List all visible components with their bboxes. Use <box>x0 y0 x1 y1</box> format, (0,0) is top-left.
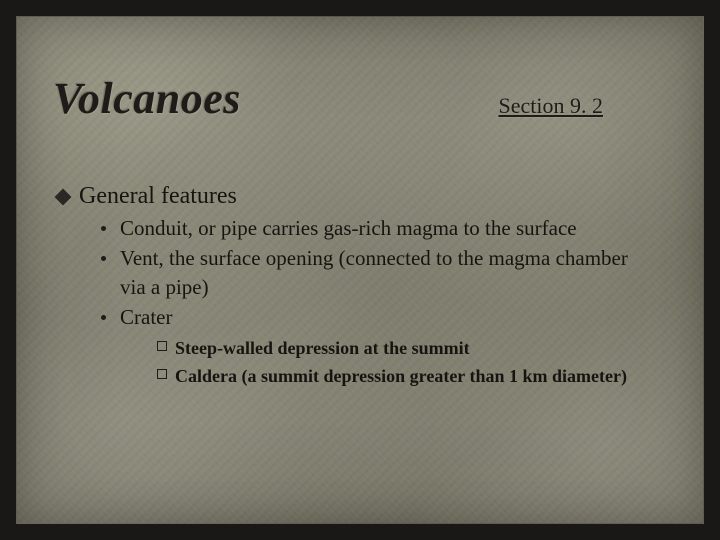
slide-title: Volcanoes <box>53 73 241 124</box>
section-label: Section 9. 2 <box>499 93 604 119</box>
list-item-text: Vent, the surface opening (connected to … <box>120 244 655 301</box>
bullet-list: Conduit, or pipe carries gas-rich magma … <box>101 214 655 390</box>
list-item: Conduit, or pipe carries gas-rich magma … <box>101 214 655 242</box>
square-bullet-icon <box>157 369 167 379</box>
sub-list-item: Caldera (a summit depression greater tha… <box>157 363 655 389</box>
sub-bullet-list: Steep-walled depression at the summit Ca… <box>157 335 655 389</box>
square-bullet-icon <box>157 341 167 351</box>
slide: Volcanoes Section 9. 2 General features … <box>0 0 720 540</box>
sub-list-item: Steep-walled depression at the summit <box>157 335 655 361</box>
title-row: Volcanoes Section 9. 2 <box>53 73 643 124</box>
list-item: Crater <box>101 303 655 331</box>
diamond-bullet-icon <box>55 189 72 206</box>
dot-bullet-icon <box>101 256 106 261</box>
list-item: Vent, the surface opening (connected to … <box>101 244 655 301</box>
dot-bullet-icon <box>101 226 106 231</box>
list-item-text: Crater <box>120 303 172 331</box>
heading-text: General features <box>79 183 237 210</box>
dot-bullet-icon <box>101 315 106 320</box>
sub-list-item-text: Caldera (a summit depression greater tha… <box>175 363 627 389</box>
parchment-frame: Volcanoes Section 9. 2 General features … <box>16 16 704 524</box>
list-item-text: Conduit, or pipe carries gas-rich magma … <box>120 214 577 242</box>
sub-list-item-text: Steep-walled depression at the summit <box>175 335 470 361</box>
content-area: General features Conduit, or pipe carrie… <box>57 183 655 392</box>
heading-lvl1: General features <box>57 183 655 210</box>
